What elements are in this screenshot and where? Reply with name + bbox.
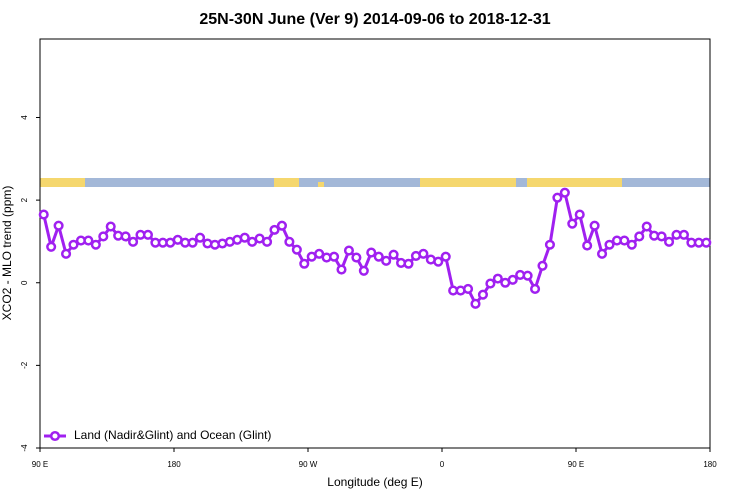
point — [61, 248, 72, 259]
point — [195, 232, 206, 243]
y-axis-label: XCO2 - MLO trend (ppm) — [0, 186, 14, 321]
point — [343, 245, 354, 256]
point — [187, 237, 198, 248]
point — [239, 232, 250, 243]
point — [366, 247, 377, 258]
point — [641, 221, 652, 232]
point — [589, 220, 600, 231]
point — [619, 235, 630, 246]
point — [597, 248, 608, 259]
point — [336, 264, 347, 275]
point — [388, 249, 399, 260]
point — [120, 231, 131, 242]
y-tick-label: 2 — [20, 197, 29, 202]
x-axis-label: Longitude (deg E) — [327, 475, 422, 489]
point — [358, 265, 369, 276]
point — [470, 298, 481, 309]
x-tick-label: 90 E — [568, 460, 584, 469]
point — [381, 255, 392, 266]
point — [276, 220, 287, 231]
y-tick-label: -4 — [20, 444, 29, 452]
legend-marker — [49, 430, 61, 442]
point — [552, 192, 563, 203]
point — [403, 258, 414, 269]
point — [351, 252, 362, 263]
x-tick-label: 180 — [703, 460, 717, 469]
point — [544, 239, 555, 250]
point — [634, 231, 645, 242]
point — [507, 274, 518, 285]
point — [664, 236, 675, 247]
point — [418, 248, 429, 259]
point — [626, 239, 637, 250]
point — [38, 209, 49, 220]
y-tick-label: 4 — [20, 115, 29, 120]
point — [477, 289, 488, 300]
y-tick-label: 0 — [20, 280, 29, 285]
point — [83, 235, 94, 246]
point — [701, 237, 712, 248]
point — [262, 236, 273, 247]
chart-title: 25N-30N June (Ver 9) 2014-09-06 to 2018-… — [199, 11, 550, 28]
point — [291, 244, 302, 255]
x-tick-label: 90 E — [32, 460, 48, 469]
land-ocean-strip — [40, 178, 710, 187]
point — [68, 239, 79, 250]
point — [492, 273, 503, 284]
point — [46, 241, 57, 252]
point — [567, 218, 578, 229]
point — [314, 248, 325, 259]
point — [53, 220, 64, 231]
point — [329, 251, 340, 262]
point — [142, 229, 153, 240]
x-tick-label: 90 W — [299, 460, 318, 469]
point — [604, 239, 615, 250]
point — [433, 256, 444, 267]
point — [440, 251, 451, 262]
point — [463, 283, 474, 294]
point — [574, 209, 585, 220]
point — [90, 239, 101, 250]
point — [678, 229, 689, 240]
point — [98, 231, 109, 242]
point — [656, 231, 667, 242]
point — [530, 283, 541, 294]
point — [537, 260, 548, 271]
y-tick-label: -2 — [20, 361, 29, 369]
legend-label: Land (Nadir&Glint) and Ocean (Glint) — [74, 428, 271, 442]
point — [269, 224, 280, 235]
point — [284, 236, 295, 247]
point — [373, 251, 384, 262]
point — [582, 240, 593, 251]
point — [559, 187, 570, 198]
x-tick-label: 0 — [440, 460, 445, 469]
point — [299, 258, 310, 269]
point — [522, 270, 533, 281]
point — [105, 221, 116, 232]
point — [128, 236, 139, 247]
point — [485, 278, 496, 289]
x-tick-label: 180 — [167, 460, 181, 469]
